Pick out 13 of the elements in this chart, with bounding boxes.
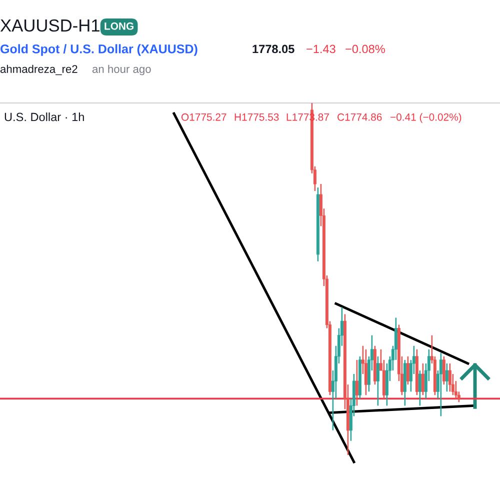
annotation: H1775.53 — [234, 113, 279, 121]
text: LONG — [104, 22, 134, 30]
text: U.S. Dollar · 1h — [4, 112, 84, 122]
text: ahmadreza_re2 — [0, 64, 78, 76]
text: an hour ago — [92, 64, 151, 76]
text: 1778.05 — [252, 44, 294, 54]
text: −1.43 — [306, 44, 336, 54]
annotation: −0.41 (−0.02%) — [390, 113, 462, 123]
annotation: O1775.27 — [181, 113, 226, 121]
chart-title: XAUUSD-H1 — [0, 19, 100, 32]
annotation: C1774.86 — [338, 113, 382, 121]
text: −0.08% — [346, 44, 385, 54]
chart-subtitle: Gold Spot / U.S. Dollar (XAUUSD) — [0, 44, 198, 56]
